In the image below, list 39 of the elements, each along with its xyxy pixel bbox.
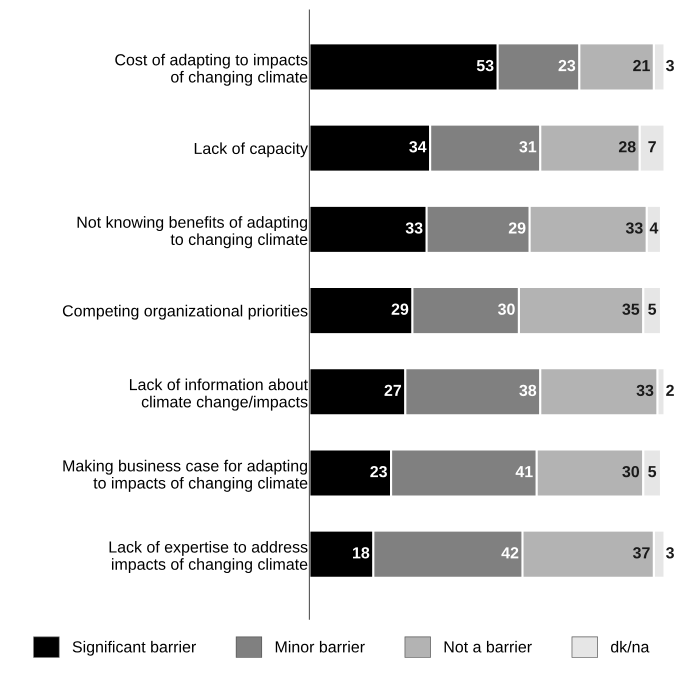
data-label: 53 [476, 60, 494, 72]
data-label: 2 [666, 384, 674, 396]
data-label: 21 [633, 60, 650, 72]
data-label: 3 [666, 547, 674, 559]
y-tick-label: Lack of expertise to address impacts of changing climate [110, 540, 308, 574]
data-label: 33 [406, 222, 422, 234]
data-label: 34 [409, 141, 427, 152]
y-tick-label: Lack of information about climate change/impacts [130, 378, 308, 411]
legend-label: dk/na [610, 640, 650, 653]
data-label: 31 [519, 141, 536, 152]
data-label: 4 [650, 222, 658, 234]
y-tick-label: Competing organizational priorities [62, 304, 308, 320]
data-label: 23 [370, 466, 387, 478]
data-label: 7 [648, 141, 656, 152]
data-label: 33 [636, 384, 654, 396]
data-label: 30 [498, 304, 515, 315]
data-label: 23 [558, 60, 576, 72]
data-label: 35 [622, 304, 640, 315]
data-label: 41 [516, 466, 533, 478]
y-tick-label: Cost of adapting to impacts of changing climate [115, 54, 308, 86]
data-label: 29 [392, 304, 408, 315]
y-tick-label: Lack of capacity [194, 142, 308, 158]
data-label: 5 [648, 304, 656, 315]
data-label: 3 [666, 60, 674, 72]
data-label: 38 [519, 384, 536, 396]
legend-label: Minor barrier [276, 640, 365, 653]
legend-label: Not a barrier [444, 640, 532, 653]
data-label: 28 [618, 141, 636, 152]
data-label: 27 [384, 384, 402, 396]
data-label: 42 [501, 547, 518, 558]
data-label: 18 [353, 547, 370, 558]
data-label: 37 [632, 547, 650, 559]
data-label: 33 [626, 222, 643, 234]
data-label: 29 [508, 222, 526, 234]
y-tick-label: Making business case for adapting to impacts of changing climate [63, 460, 308, 492]
legend-label: Significant barrier [72, 640, 196, 656]
data-label: 30 [622, 466, 640, 478]
data-label: 5 [648, 466, 656, 478]
y-tick-label: Not knowing benefits of adapting to changing climate [78, 216, 308, 248]
